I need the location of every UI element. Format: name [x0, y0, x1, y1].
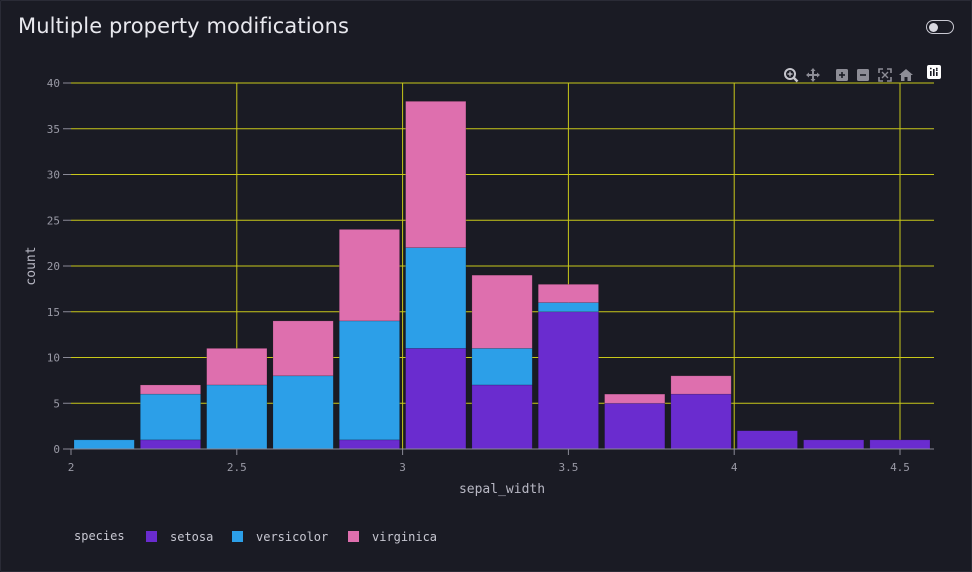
bar-setosa	[869, 439, 931, 450]
autoscale-icon[interactable]	[876, 66, 894, 84]
bar-setosa	[140, 439, 201, 450]
bar-versicolor	[338, 320, 400, 441]
legend-swatch-virginica	[348, 531, 359, 542]
bar-setosa	[471, 384, 533, 450]
legend-label-versicolor: versicolor	[256, 530, 328, 544]
y-tick-label: 10	[47, 352, 60, 365]
legend-title: species	[74, 529, 125, 543]
bar-versicolor	[272, 375, 334, 450]
bar-virginica	[140, 384, 201, 395]
legend-swatch-versicolor	[232, 531, 243, 542]
bar-versicolor	[537, 302, 599, 313]
x-tick-label: 2	[68, 461, 75, 474]
bar-virginica	[405, 101, 467, 248]
bar-virginica	[338, 229, 400, 322]
y-tick-label: 5	[53, 397, 60, 410]
zoom-out-icon[interactable]	[854, 66, 872, 84]
y-tick-label: 35	[47, 123, 60, 136]
bar-setosa	[670, 393, 732, 450]
y-axis-title: count	[24, 246, 39, 285]
bar-setosa	[803, 439, 865, 450]
plotly-logo-icon[interactable]	[926, 64, 944, 82]
y-tick-label: 40	[47, 77, 60, 90]
toggle-knob	[929, 22, 938, 32]
y-tick-label: 30	[47, 169, 60, 182]
pan-icon[interactable]	[804, 66, 822, 84]
x-tick-label: 2.5	[227, 461, 247, 474]
zoom-icon[interactable]	[782, 66, 800, 84]
reset-axes-icon[interactable]	[897, 66, 915, 84]
bar-virginica	[604, 393, 666, 404]
bar-virginica	[537, 283, 599, 303]
x-tick-label: 3	[399, 461, 406, 474]
x-tick-label: 4.5	[890, 461, 910, 474]
theme-toggle[interactable]	[926, 20, 954, 34]
legend: species setosa versicolor virginica	[74, 529, 437, 544]
bar-series	[73, 101, 931, 450]
bar-setosa	[604, 402, 666, 450]
x-axis-title: sepal_width	[459, 482, 545, 497]
x-tick-label: 4	[731, 461, 738, 474]
y-tick-label: 15	[47, 306, 60, 319]
legend-swatch-setosa	[146, 531, 157, 542]
legend-label-virginica: virginica	[372, 530, 437, 544]
zoom-in-icon[interactable]	[833, 66, 851, 84]
axes: 0 5 10 15 20 25 30 35 40 2 2.5 3 3.5 4 4.5	[47, 77, 934, 474]
bar-virginica	[670, 375, 732, 395]
bar-versicolor	[73, 439, 135, 450]
bar-versicolor	[471, 348, 533, 386]
bar-virginica	[272, 320, 334, 377]
bar-versicolor	[140, 393, 201, 441]
x-tick-label: 3.5	[558, 461, 578, 474]
bar-virginica	[206, 348, 268, 386]
y-tick-label: 20	[47, 260, 60, 273]
y-tick-label: 25	[47, 214, 60, 227]
bar-versicolor	[206, 384, 268, 450]
y-tick-label: 0	[53, 443, 60, 456]
bar-setosa	[405, 348, 467, 450]
page-title: Multiple property modifications	[18, 14, 350, 38]
legend-label-setosa: setosa	[170, 530, 213, 544]
bar-setosa	[537, 311, 599, 450]
bar-setosa	[338, 439, 400, 450]
bar-virginica	[471, 274, 533, 349]
bar-versicolor	[405, 247, 467, 349]
bar-setosa	[736, 430, 798, 450]
